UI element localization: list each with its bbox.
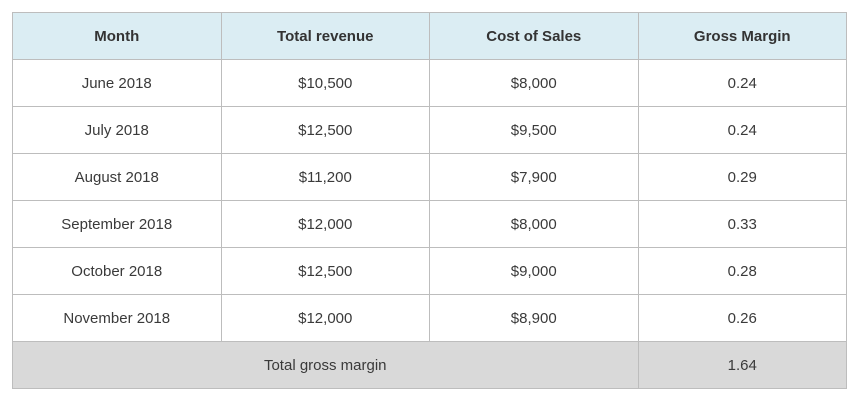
cell-total-revenue: $11,200 xyxy=(220,153,430,201)
cell-cost-of-sales: $8,900 xyxy=(429,294,639,342)
cell-total-revenue: $12,000 xyxy=(220,294,430,342)
cell-total-revenue: $12,000 xyxy=(220,200,430,248)
footer-total-label: Total gross margin xyxy=(12,341,639,389)
cell-cost-of-sales: $8,000 xyxy=(429,59,639,107)
header-total-revenue: Total revenue xyxy=(220,12,430,60)
table-row: September 2018 $12,000 $8,000 0.33 xyxy=(12,200,847,248)
table-row: July 2018 $12,500 $9,500 0.24 xyxy=(12,106,847,154)
cell-month: August 2018 xyxy=(12,153,222,201)
header-gross-margin: Gross Margin xyxy=(637,12,847,60)
cell-gross-margin: 0.24 xyxy=(637,106,847,154)
cell-cost-of-sales: $9,500 xyxy=(429,106,639,154)
cell-total-revenue: $12,500 xyxy=(220,106,430,154)
cell-gross-margin: 0.33 xyxy=(637,200,847,248)
table-row: October 2018 $12,500 $9,000 0.28 xyxy=(12,247,847,295)
cell-month: November 2018 xyxy=(12,294,222,342)
header-row: Month Total revenue Cost of Sales Gross … xyxy=(12,12,847,60)
cell-month: June 2018 xyxy=(12,59,222,107)
table-body: June 2018 $10,500 $8,000 0.24 July 2018 … xyxy=(12,59,847,342)
footer-total-value: 1.64 xyxy=(637,341,847,389)
table-row: November 2018 $12,000 $8,900 0.26 xyxy=(12,294,847,342)
header-month: Month xyxy=(12,12,222,60)
cell-cost-of-sales: $8,000 xyxy=(429,200,639,248)
cell-cost-of-sales: $7,900 xyxy=(429,153,639,201)
table-header: Month Total revenue Cost of Sales Gross … xyxy=(12,12,847,60)
header-cost-of-sales: Cost of Sales xyxy=(429,12,639,60)
cell-gross-margin: 0.29 xyxy=(637,153,847,201)
footer-row: Total gross margin 1.64 xyxy=(12,341,847,389)
cell-month: September 2018 xyxy=(12,200,222,248)
cell-gross-margin: 0.26 xyxy=(637,294,847,342)
cell-total-revenue: $12,500 xyxy=(220,247,430,295)
gross-margin-table-container: Month Total revenue Cost of Sales Gross … xyxy=(12,12,847,389)
table-footer: Total gross margin 1.64 xyxy=(12,341,847,389)
table-row: June 2018 $10,500 $8,000 0.24 xyxy=(12,59,847,107)
cell-gross-margin: 0.24 xyxy=(637,59,847,107)
cell-gross-margin: 0.28 xyxy=(637,247,847,295)
cell-month: October 2018 xyxy=(12,247,222,295)
table-row: August 2018 $11,200 $7,900 0.29 xyxy=(12,153,847,201)
cell-cost-of-sales: $9,000 xyxy=(429,247,639,295)
cell-month: July 2018 xyxy=(12,106,222,154)
cell-total-revenue: $10,500 xyxy=(220,59,430,107)
gross-margin-table: Month Total revenue Cost of Sales Gross … xyxy=(12,12,847,389)
